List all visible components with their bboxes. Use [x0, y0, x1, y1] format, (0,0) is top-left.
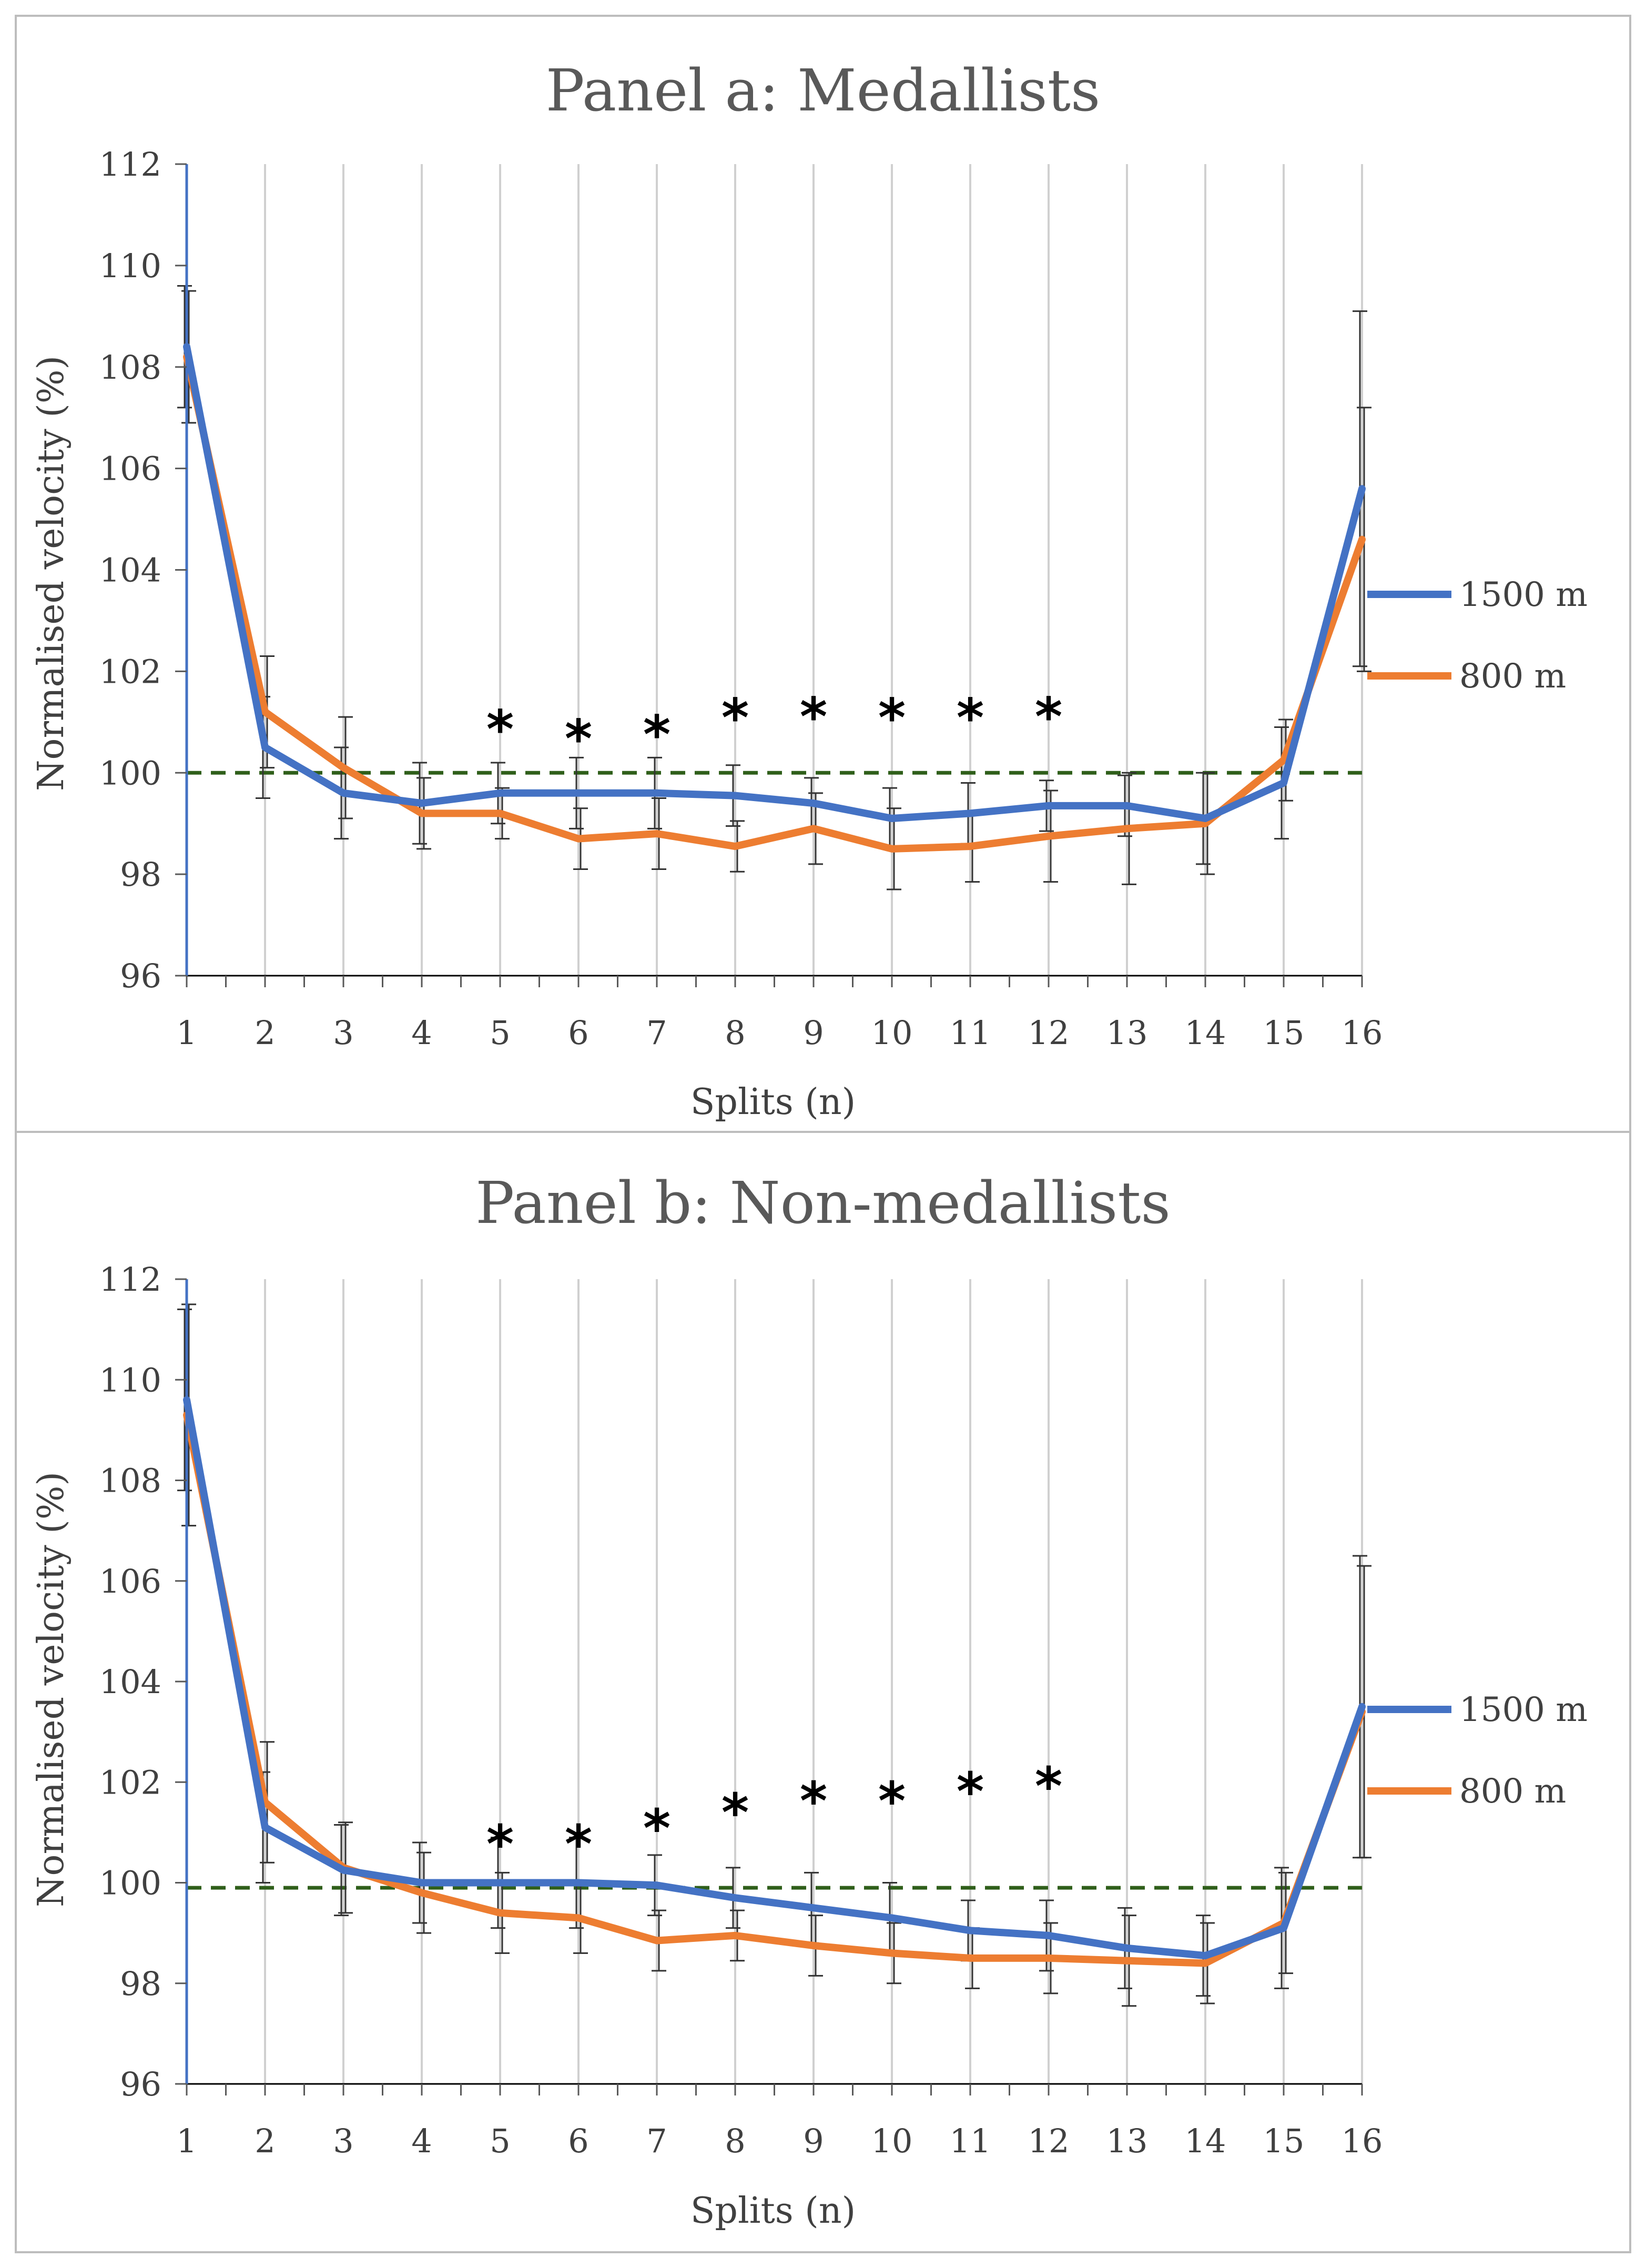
panel-a-y-tick-label: 100 [99, 754, 161, 792]
panel-b-x-tick-label: 4 [411, 2122, 432, 2160]
panel-b-significance-marker: * [565, 1814, 592, 1875]
panel-b-x-tick-label: 3 [333, 2122, 353, 2160]
panel-b-x-tick-label: 13 [1106, 2122, 1148, 2160]
panel-a-legend-label-800-m: 800 m [1459, 657, 1566, 696]
panel-a-x-tick-label: 4 [411, 1014, 432, 1052]
panel-b-x-tick-label: 15 [1263, 2122, 1305, 2160]
panel-a-x-tick-label: 11 [950, 1014, 991, 1052]
panel-b-x-tick-label: 10 [871, 2122, 913, 2160]
panel-a-frame [15, 15, 1631, 1133]
panel-a-significance-marker: * [957, 687, 984, 748]
panel-b-y-tick-label: 102 [99, 1763, 161, 1801]
panel-a-y-axis-title: Normalised velocity (%) [31, 356, 72, 791]
panel-b-series-800-m [183, 1411, 1366, 1967]
panel-a-series-1500-m [183, 343, 1366, 822]
panel-a-x-tick-label: 8 [725, 1014, 745, 1052]
panel-b-significance-marker: * [878, 1770, 906, 1832]
panel-a-chart: Panel a: Medallists Normalised velocity … [31, 57, 1588, 1123]
panel-b-x-tick-label: 16 [1342, 2122, 1383, 2160]
panel-b-title: Panel b: Non-medallists [475, 1169, 1171, 1237]
panel-b-x-axis-title: Splits (n) [690, 2190, 856, 2232]
panel-b-legend-label-800-m: 800 m [1459, 1772, 1566, 1811]
panel-b-significance-marker: * [1035, 1756, 1062, 1817]
panel-a-x-tick-label: 13 [1106, 1014, 1148, 1052]
panel-b-x-tick-label: 2 [255, 2122, 275, 2160]
panel-a-series-800-m [183, 353, 1366, 853]
panel-a-significance-marker: * [1035, 686, 1062, 747]
panel-a-y-tick-label: 110 [99, 247, 161, 285]
panel-a-y-tick-label: 104 [99, 551, 161, 590]
panel-b-significance-marker: * [800, 1770, 827, 1832]
panel-b-significance-marker: * [486, 1814, 514, 1875]
panel-a-x-tick-label: 7 [646, 1014, 667, 1052]
panel-b-y-tick-label: 112 [99, 1260, 161, 1299]
panel-a-x-tick-label: 16 [1342, 1014, 1383, 1052]
panel-b-x-tick-label: 14 [1185, 2122, 1226, 2160]
panel-a-x-tick-label: 3 [333, 1014, 353, 1052]
panel-a-x-tick-label: 2 [255, 1014, 275, 1052]
panel-a-x-tick-label: 15 [1263, 1014, 1305, 1052]
panel-a-significance-marker: * [878, 687, 906, 748]
panel-a-significance-marker: * [565, 708, 592, 770]
panel-b-y-axis-title: Normalised velocity (%) [31, 1472, 72, 1907]
panel-a-significance-marker: * [722, 687, 749, 748]
panel-b-x-tick-label: 9 [803, 2122, 824, 2160]
panel-b-x-tick-label: 8 [725, 2122, 745, 2160]
panel-b-y-tick-label: 110 [99, 1361, 161, 1399]
panel-a-y-tick-label: 98 [120, 855, 161, 894]
panel-a-x-tick-label: 14 [1185, 1014, 1226, 1052]
panel-a-significance-marker: * [800, 686, 827, 747]
panel-a-significance-marker: * [486, 698, 514, 760]
panel-b-x-tick-label: 11 [950, 2122, 991, 2160]
panel-a-x-tick-label: 9 [803, 1014, 824, 1052]
panel-a-x-tick-label: 1 [176, 1014, 197, 1052]
panel-b-legend-label-1500-m: 1500 m [1459, 1690, 1588, 1729]
panel-a-y-tick-label: 106 [99, 450, 161, 488]
panel-a-legend-label-1500-m: 1500 m [1459, 575, 1588, 614]
panel-b-x-tick-label: 1 [176, 2122, 197, 2160]
panel-a-x-tick-label: 12 [1028, 1014, 1070, 1052]
panel-b-y-tick-label: 98 [120, 1965, 161, 2003]
panel-b-significance-marker: * [722, 1782, 749, 1844]
panel-a-x-tick-label: 5 [490, 1014, 510, 1052]
panel-a-y-tick-label: 96 [120, 957, 161, 995]
panel-b-x-tick-label: 12 [1028, 2122, 1070, 2160]
panel-a-x-tick-label: 6 [568, 1014, 588, 1052]
panel-a-y-tick-label: 102 [99, 652, 161, 691]
panel-b-y-tick-label: 106 [99, 1562, 161, 1601]
panel-b-x-tick-label: 7 [646, 2122, 667, 2160]
panel-a-y-tick-label: 108 [99, 348, 161, 387]
panel-b-chart: Panel b: Non-medallists Normalised veloc… [31, 1169, 1588, 2232]
panel-b-y-tick-label: 96 [120, 2065, 161, 2103]
panel-a-x-axis-title: Splits (n) [690, 1081, 856, 1123]
panel-b-x-tick-label: 5 [490, 2122, 510, 2160]
panel-a-significance-marker: * [643, 704, 670, 765]
panel-b-significance-marker: * [957, 1761, 984, 1822]
panel-b-y-tick-label: 108 [99, 1462, 161, 1500]
panel-b-series-1500-m [183, 1396, 1366, 1960]
panel-b-x-tick-label: 6 [568, 2122, 588, 2160]
panel-a-title: Panel a: Medallists [546, 57, 1101, 124]
panel-b-y-tick-label: 104 [99, 1663, 161, 1701]
panel-b-y-tick-label: 100 [99, 1864, 161, 1902]
panel-b-significance-marker: * [643, 1798, 670, 1859]
panel-a-y-tick-label: 112 [99, 145, 161, 184]
panel-a-x-tick-label: 10 [871, 1014, 913, 1052]
